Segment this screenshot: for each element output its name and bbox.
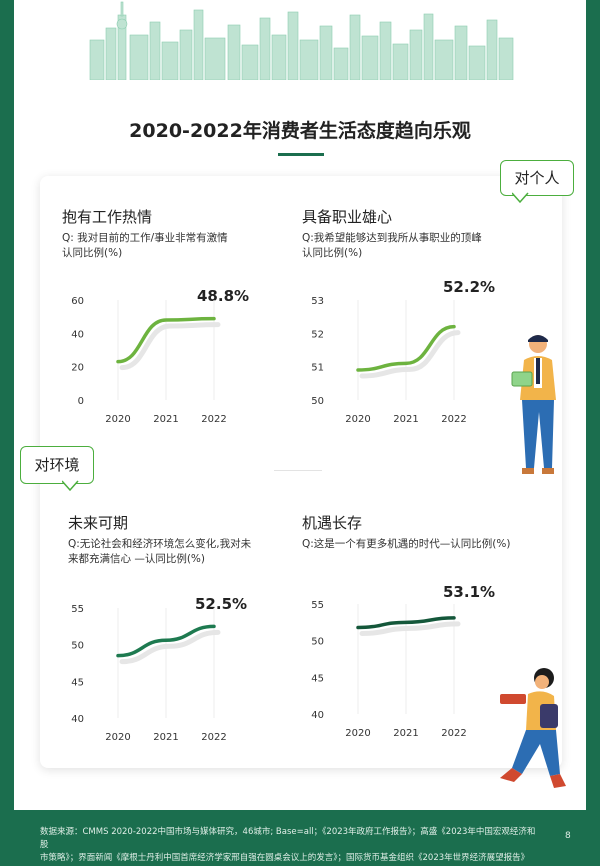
panel-3-question-line2: 来都充满信心 —认同比例(%)	[68, 553, 206, 565]
series-line-shadow	[359, 621, 461, 636]
right-border	[586, 0, 600, 866]
panel-3-question: Q:无论社会和经济环境怎么变化,我对未	[68, 538, 252, 550]
x-tick-label: 2021	[393, 728, 418, 739]
chart-future-confidence: 40 45 50 55 2020 2021 2022	[71, 604, 226, 743]
y-tick-label: 0	[78, 396, 84, 407]
series-line	[356, 324, 456, 372]
panel-3-title: 未来可期	[68, 514, 129, 532]
woman-with-book-illustration	[500, 668, 566, 788]
city-skyline-illustration	[89, 1, 514, 80]
x-tick-label: 2020	[105, 414, 130, 425]
series-line	[116, 316, 216, 364]
x-tick-label: 2020	[345, 414, 370, 425]
center-divider	[274, 470, 322, 471]
panel-3-highlight-value: 52.5%	[195, 595, 248, 613]
y-tick-label: 40	[71, 714, 84, 725]
y-tick-label: 53	[311, 296, 324, 307]
panel-1-question-line2: 认同比例(%)	[62, 247, 123, 259]
content-card	[40, 176, 562, 768]
chart-career-ambition: 50 51 52 53 2020 2021 2022	[311, 296, 466, 425]
panel-1-highlight-value: 48.8%	[197, 287, 250, 305]
bubble-environment: 对环境	[20, 446, 94, 484]
y-tick-label: 50	[311, 637, 324, 648]
footer-sources-line2: 市策略》；界面新闻《摩根士丹利中国首席经济学家邢自强在圆桌会议上的发言》；国际货…	[40, 853, 530, 863]
panel-2-highlight-value: 52.2%	[443, 278, 496, 296]
panel-4-highlight-value: 53.1%	[443, 583, 496, 601]
series-line-shadow	[119, 629, 221, 665]
x-tick-label: 2021	[393, 414, 418, 425]
y-tick-label: 20	[71, 363, 84, 374]
y-tick-label: 50	[71, 641, 84, 652]
y-tick-label: 45	[311, 673, 324, 684]
panel-2-title: 具备职业雄心	[302, 208, 393, 226]
x-tick-label: 2021	[153, 732, 178, 743]
x-tick-label: 2022	[441, 728, 466, 739]
panel-1-title: 抱有工作热情	[62, 208, 153, 226]
y-tick-label: 45	[71, 677, 84, 688]
y-tick-label: 55	[71, 604, 84, 615]
bubble-environment-tail	[62, 480, 79, 492]
footer-bar	[0, 810, 600, 866]
y-tick-label: 40	[311, 710, 324, 721]
y-tick-label: 60	[71, 296, 84, 307]
y-tick-label: 40	[71, 329, 84, 340]
x-tick-label: 2020	[345, 728, 370, 739]
x-tick-label: 2022	[441, 414, 466, 425]
bubble-personal-tail	[512, 192, 529, 204]
left-border	[0, 0, 14, 866]
chart-opportunity: 40 45 50 55 2020 2021 2022	[311, 600, 466, 739]
title-underline	[278, 153, 324, 156]
series-line-shadow	[119, 322, 221, 371]
panel-4-title: 机遇长存	[302, 514, 363, 532]
y-tick-label: 50	[311, 396, 324, 407]
x-tick-label: 2021	[153, 414, 178, 425]
footer-sources-line1: 数据来源：CMMS 2020-2022中国市场与媒体研究，46城市; Base=…	[40, 827, 536, 850]
x-tick-label: 2022	[201, 414, 226, 425]
man-with-tablet-illustration	[511, 335, 556, 474]
panel-2-question: Q:我希望能够达到我所从事职业的顶峰	[302, 232, 482, 244]
panel-1-question: Q: 我对目前的工作/事业非常有激情	[62, 232, 228, 244]
series-line-shadow	[359, 330, 461, 379]
x-tick-label: 2020	[105, 732, 130, 743]
page-title: 2020-2022年消费者生活态度趋向乐观	[129, 120, 471, 142]
panel-4-question: Q:这是一个有更多机遇的时代—认同比例(%)	[302, 538, 511, 550]
y-tick-label: 52	[311, 329, 324, 340]
y-tick-label: 55	[311, 600, 324, 611]
y-tick-label: 51	[311, 363, 324, 374]
footer-sources: 数据来源：CMMS 2020-2022中国市场与媒体研究，46城市; Base=…	[40, 826, 540, 865]
x-tick-label: 2022	[201, 732, 226, 743]
page-number: 8	[565, 831, 571, 841]
chart-work-enthusiasm: 0 20 40 60 2020 2021 2022	[71, 296, 226, 425]
panel-2-question-line2: 认同比例(%)	[302, 247, 363, 259]
bubble-personal: 对个人	[500, 160, 574, 196]
